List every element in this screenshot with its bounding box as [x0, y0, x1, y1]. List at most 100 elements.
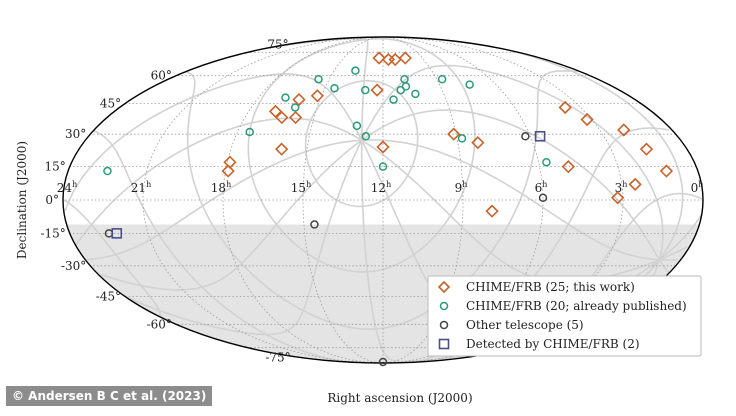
y-axis-label: Declination (J2000) — [15, 141, 29, 259]
ra-tick-label: 0h — [691, 180, 704, 195]
ra-gridline — [382, 36, 624, 364]
frb-marker-published — [103, 166, 112, 176]
frb-marker-this-work — [292, 92, 306, 107]
frb-marker-published — [352, 121, 362, 131]
dec-tick-label: 30° — [65, 127, 86, 141]
ra-gridline — [302, 36, 384, 364]
frb-marker-this-work — [372, 51, 386, 65]
frb-marker-published — [378, 162, 388, 171]
ra-tick-label: 12h — [371, 180, 391, 195]
ra-tick-label: 18h — [211, 180, 231, 195]
galactic-meridian — [659, 246, 688, 261]
frb-marker-other — [521, 132, 530, 141]
frb-marker-published — [437, 74, 447, 84]
frb-marker-this-work — [639, 142, 654, 156]
galactic-meridian — [129, 139, 363, 336]
frb-marker-other — [310, 220, 319, 229]
frb-marker-this-work — [659, 164, 674, 178]
frb-marker-this-work — [370, 83, 384, 97]
galactic-meridian — [360, 64, 664, 260]
frb-marker-other — [538, 193, 548, 203]
galactic-parallel — [140, 285, 161, 317]
plot-boundary — [62, 36, 704, 364]
galactic-parallel — [201, 286, 338, 362]
frb-marker-this-work — [221, 164, 235, 178]
frb-marker-published — [389, 95, 398, 104]
frb-marker-this-work — [288, 110, 303, 125]
dec-tick-label: -75° — [265, 351, 290, 365]
legend-label: Detected by CHIME/FRB (2) — [466, 337, 640, 351]
frb-marker-this-work — [485, 204, 499, 218]
frb-marker-published — [351, 66, 360, 75]
frb-marker-published — [314, 74, 323, 84]
data-markers — [103, 51, 674, 367]
frb-marker-this-work — [223, 155, 237, 169]
legend-box — [427, 275, 702, 357]
ra-tick-label: 3h — [615, 180, 628, 195]
legend-circle-icon — [439, 320, 449, 330]
ra-tick-label: 6h — [535, 180, 548, 195]
frb-marker-this-work — [388, 52, 402, 67]
frb-marker-published — [396, 85, 405, 95]
tick-labels: 24h 21h 18h 15h 12h 9h 6h 3h 0h 75° 60° 45° 30° 15° 0°… — [40, 37, 703, 364]
dec-tick-label: -60° — [147, 317, 172, 331]
dec-tick-label: -45° — [96, 290, 121, 304]
legend-label: Other telescope (5) — [466, 318, 584, 332]
ra-tick-label: 24h — [57, 180, 77, 195]
frb-marker-this-work — [628, 177, 642, 192]
frb-marker-this-work — [275, 110, 289, 125]
frb-marker-published — [457, 134, 467, 143]
galactic-grid — [63, 37, 703, 363]
galactic-meridian — [86, 139, 362, 261]
x-axis-label: Right ascension (J2000) — [327, 391, 472, 405]
frb-marker-detected — [534, 130, 546, 142]
frb-marker-published — [465, 80, 474, 89]
frb-marker-this-work — [376, 140, 390, 154]
galactic-parallel — [241, 70, 578, 330]
frb-marker-this-work — [580, 112, 594, 127]
frb-marker-published — [245, 127, 254, 137]
image-credit: © Andersen B C et al. (2023) — [6, 386, 213, 406]
galactic-meridian — [658, 259, 669, 273]
galactic-meridian — [269, 37, 369, 141]
frb-marker-published — [330, 84, 339, 93]
frb-marker-published — [281, 93, 290, 102]
frb-marker-this-work — [268, 104, 283, 119]
dec-tick-label: 60° — [151, 69, 172, 83]
dec-tick-label: 45° — [100, 96, 121, 110]
legend-circle-icon — [439, 301, 449, 311]
legend: CHIME/FRB (25; this work) CHIME/FRB (20; … — [427, 275, 702, 357]
frb-marker-this-work — [275, 142, 289, 156]
galactic-meridian — [508, 49, 684, 261]
frb-marker-this-work — [561, 160, 575, 174]
ra-tick-label: 21h — [131, 180, 151, 195]
frb-marker-published — [290, 103, 300, 112]
legend-square-icon — [438, 338, 450, 350]
dec-tick-label: -15° — [40, 226, 65, 240]
dec-tick-label: 15° — [44, 160, 65, 174]
frb-marker-detected — [111, 228, 123, 239]
legend-label: CHIME/FRB (20; already published) — [466, 299, 687, 313]
dec-tick-label: 75° — [267, 37, 288, 51]
dec-tick-label: -30° — [61, 259, 86, 273]
frb-marker-this-work — [447, 127, 461, 141]
galactic-parallel — [186, 71, 243, 265]
galactic-parallel — [63, 199, 142, 287]
frb-marker-published — [542, 157, 551, 167]
frb-marker-published — [361, 85, 370, 95]
frb-marker-this-work — [310, 89, 325, 103]
galactic-meridian — [659, 214, 703, 261]
galactic-meridian — [100, 139, 363, 291]
ra-tick-label: 9h — [455, 180, 468, 195]
galactic-meridian — [64, 73, 363, 211]
frb-marker-this-work — [471, 136, 485, 150]
galactic-meridian — [361, 139, 660, 261]
legend-diamond-icon — [437, 280, 451, 294]
frb-marker-this-work — [558, 100, 572, 115]
ra-gridline — [142, 36, 384, 364]
legend-label: CHIME/FRB (25; this work) — [466, 280, 635, 294]
frb-marker-this-work — [398, 51, 412, 65]
ra-tick-label: 15h — [291, 180, 311, 195]
frb-marker-published — [361, 132, 371, 141]
